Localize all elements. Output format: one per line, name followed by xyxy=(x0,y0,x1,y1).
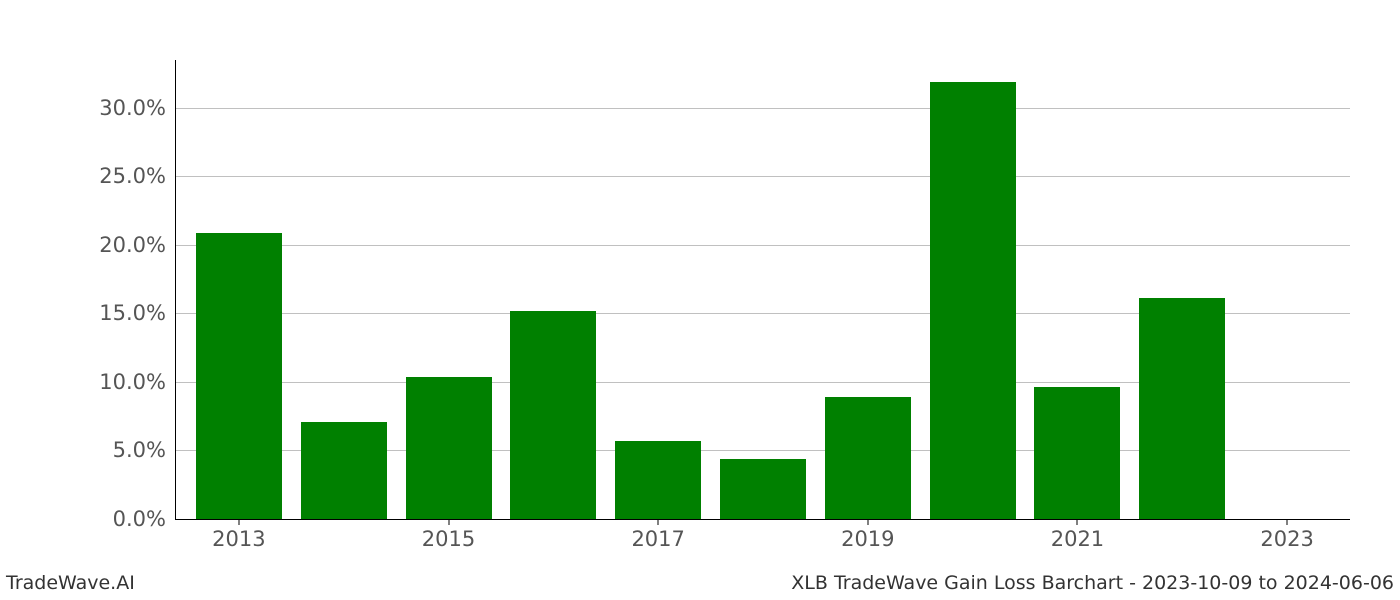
bar xyxy=(930,82,1016,519)
plot-area: 0.0%5.0%10.0%15.0%20.0%25.0%30.0%2013201… xyxy=(175,60,1350,520)
bar xyxy=(406,377,492,519)
xtick-label: 2021 xyxy=(1051,519,1104,551)
bar xyxy=(196,233,282,519)
ytick-label: 20.0% xyxy=(99,233,176,257)
gridline xyxy=(176,108,1350,109)
ytick-label: 10.0% xyxy=(99,370,176,394)
gridline xyxy=(176,245,1350,246)
ytick-label: 15.0% xyxy=(99,301,176,325)
chart-container: 0.0%5.0%10.0%15.0%20.0%25.0%30.0%2013201… xyxy=(175,60,1350,520)
xtick-label: 2019 xyxy=(841,519,894,551)
footer-left-text: TradeWave.AI xyxy=(6,572,135,594)
ytick-label: 5.0% xyxy=(113,438,176,462)
bar xyxy=(825,397,911,519)
gridline xyxy=(176,176,1350,177)
xtick-label: 2023 xyxy=(1260,519,1313,551)
xtick-label: 2015 xyxy=(422,519,475,551)
xtick-label: 2017 xyxy=(631,519,684,551)
bar xyxy=(720,459,806,519)
bar xyxy=(301,422,387,519)
ytick-label: 0.0% xyxy=(113,507,176,531)
ytick-label: 25.0% xyxy=(99,164,176,188)
bar xyxy=(510,311,596,519)
footer-right-text: XLB TradeWave Gain Loss Barchart - 2023-… xyxy=(791,572,1394,594)
bar xyxy=(1139,298,1225,519)
bar xyxy=(1034,387,1120,519)
bar xyxy=(615,441,701,519)
xtick-label: 2013 xyxy=(212,519,265,551)
ytick-label: 30.0% xyxy=(99,96,176,120)
